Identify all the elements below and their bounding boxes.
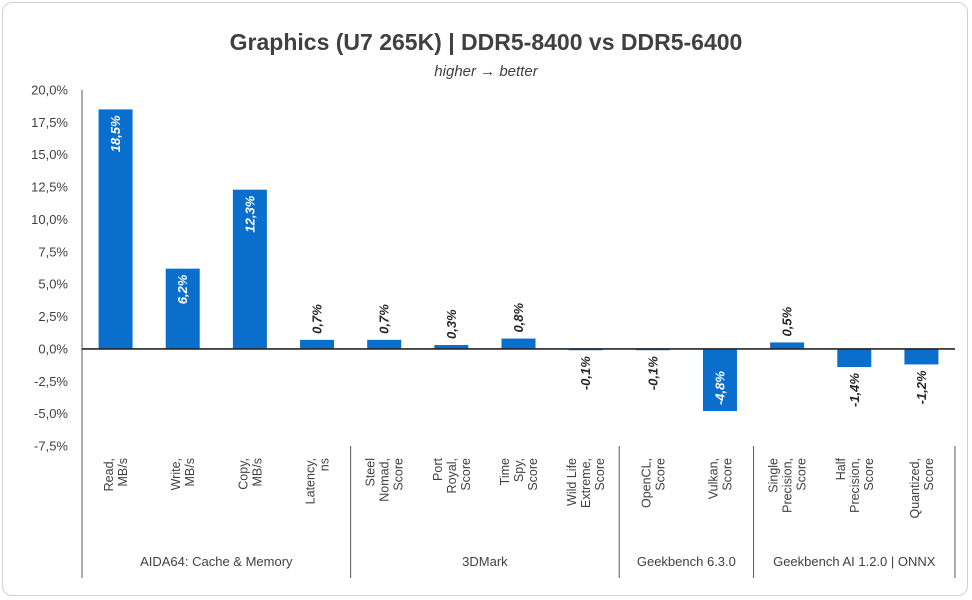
chart-subtitle: higher → better (434, 63, 538, 80)
bar (434, 345, 469, 349)
bar (367, 339, 402, 349)
data-label: -0,1% (645, 356, 660, 390)
x-tick-label-line: Score (593, 458, 607, 491)
chart-title: Graphics (U7 265K) | DDR5-8400 vs DDR5-6… (230, 29, 743, 55)
data-label: 6,2% (175, 274, 190, 304)
bar (770, 342, 805, 349)
x-tick-label: Quantized,Score (908, 458, 936, 519)
x-tick-label: OpenCL,Score (639, 458, 667, 508)
y-tick-label: 20,0% (31, 83, 68, 98)
y-tick-label: -2,5% (34, 374, 68, 389)
x-tick-label-line: Precision, (781, 458, 795, 513)
data-label: 0,5% (780, 306, 795, 336)
x-tick-label-line: Nomad, (378, 458, 392, 502)
x-tick-label-line: Vulkan, (706, 458, 720, 499)
x-tick-label: SinglePrecision,Score (767, 458, 809, 513)
data-label: 12,3% (242, 195, 257, 232)
x-tick-label: Write,MB/s (169, 458, 197, 490)
bar (904, 348, 939, 365)
x-tick-label-line: Score (653, 458, 667, 491)
group-label: 3DMark (462, 554, 508, 569)
y-tick-label: 15,0% (31, 147, 68, 162)
group-label: Geekbench AI 1.2.0 | ONNX (773, 554, 936, 569)
x-tick-label-line: Score (922, 458, 936, 491)
x-tick-label-line: Score (526, 458, 540, 491)
x-tick-label-line: Latency, (304, 458, 318, 504)
x-tick-label-line: Score (720, 458, 734, 491)
x-tick-label-line: Royal, (445, 458, 459, 493)
bar (98, 109, 133, 349)
plot-area: 20,0% 17,5% 15,0% 12,5% 10,0% 7,5% 5,0% 2,5% 0,0… (31, 83, 956, 578)
x-tick-label: Latency,ns (304, 458, 332, 504)
x-tick-label-line: Write, (169, 458, 183, 490)
y-tick-label: 5,0% (38, 277, 68, 292)
data-label: -1,4% (847, 373, 862, 407)
group-label: AIDA64: Cache & Memory (140, 554, 293, 569)
x-tick-label: PortRoyal,Score (431, 457, 473, 493)
x-tick-label-line: ns (318, 458, 332, 471)
bar (165, 268, 200, 349)
data-label: -4,8% (712, 371, 727, 405)
data-label: 0,3% (444, 309, 459, 339)
x-tick-label-line: Single (767, 458, 781, 493)
data-label: 0,7% (377, 304, 392, 334)
x-tick-label-line: MB/s (183, 458, 197, 486)
y-tick-label: 2,5% (38, 309, 68, 324)
group-label: Geekbench 6.3.0 (637, 554, 736, 569)
x-tick-label: TimeSpy,Score (498, 458, 540, 491)
x-tick-label-line: Score (459, 458, 473, 491)
y-tick-label: 10,0% (31, 212, 68, 227)
x-tick-label: Vulkan,Score (706, 458, 734, 499)
x-tick-label-line: Read, (102, 458, 116, 491)
data-label: -0,1% (578, 356, 593, 390)
bar (232, 189, 267, 349)
x-tick-label: Read,MB/s (102, 458, 130, 491)
y-tick-label: 12,5% (31, 180, 68, 195)
bar (837, 348, 872, 368)
data-label: -1,2% (914, 370, 929, 404)
x-tick-label: SteelNomad,Score (364, 458, 406, 502)
x-tick-label-line: MB/s (250, 458, 264, 486)
y-tick-label: -5,0% (34, 406, 68, 421)
y-tick-label: 0,0% (38, 341, 68, 356)
x-tick-label: Wild LifeExtreme,Score (565, 458, 607, 508)
x-tick-label-line: MB/s (116, 458, 130, 486)
x-tick-label-line: Extreme, (579, 458, 593, 508)
x-tick-label-line: OpenCL, (639, 458, 653, 508)
bar (702, 348, 737, 412)
x-tick-label-line: Time (498, 458, 512, 485)
x-tick-label-line: Precision, (848, 458, 862, 513)
x-tick-label-line: Half (834, 457, 848, 480)
data-label: 0,7% (310, 304, 325, 334)
y-tick-label: 17,5% (31, 115, 68, 130)
data-label: 18,5% (108, 115, 123, 152)
data-label: 0,8% (511, 302, 526, 332)
x-tick-label-line: Steel (364, 458, 378, 487)
x-tick-label-line: Score (392, 458, 406, 491)
x-tick-label: HalfPrecision,Score (834, 457, 876, 512)
x-tick-label-line: Wild Life (565, 458, 579, 506)
x-tick-label: Copy,MB/s (236, 458, 264, 490)
bar (501, 338, 536, 349)
x-tick-label-line: Port (431, 457, 445, 480)
x-tick-label-line: Copy, (236, 458, 250, 490)
y-tick-label: -7,5% (34, 439, 68, 454)
y-tick-label: 7,5% (38, 244, 68, 259)
x-tick-label-line: Quantized, (908, 458, 922, 518)
x-tick-label-line: Score (795, 458, 809, 491)
bar (300, 339, 335, 349)
x-tick-label-line: Spy, (512, 458, 526, 482)
x-tick-label-line: Score (862, 458, 876, 491)
